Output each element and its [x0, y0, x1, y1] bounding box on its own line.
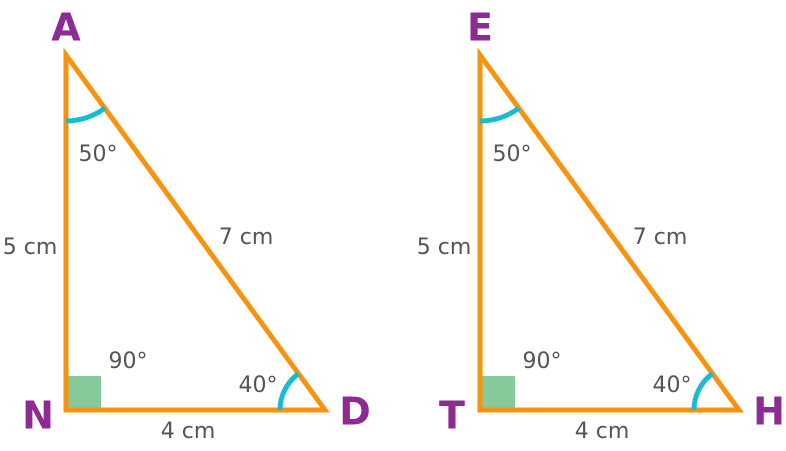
- triangle: [63, 47, 330, 413]
- side-label: 7 cm: [633, 225, 688, 250]
- vertex-label: D: [339, 390, 371, 434]
- angle-label: 90°: [523, 349, 562, 374]
- vertex-label: T: [439, 394, 465, 438]
- angle-label: 90°: [109, 349, 148, 374]
- triangle: [477, 47, 744, 413]
- vertex-label: A: [51, 6, 81, 50]
- side-label: 5 cm: [3, 235, 58, 260]
- vertex-label: N: [22, 394, 54, 438]
- angle-arc: [277, 371, 300, 411]
- angle-arc: [65, 105, 107, 124]
- side-label: 7 cm: [219, 225, 274, 250]
- side-label: 5 cm: [417, 235, 472, 260]
- vertex-label: E: [467, 6, 493, 50]
- right-angle-marker: [68, 376, 101, 409]
- angle-label: 50°: [493, 142, 532, 167]
- side-label: 4 cm: [161, 419, 216, 444]
- angle-label: 40°: [653, 373, 692, 398]
- angle-arc: [479, 105, 521, 124]
- angle-label: 50°: [79, 142, 118, 167]
- angle-label: 40°: [239, 373, 278, 398]
- side-label: 4 cm: [575, 419, 630, 444]
- angle-arc: [691, 371, 714, 411]
- vertex-label: H: [753, 390, 785, 434]
- right-angle-marker: [482, 376, 515, 409]
